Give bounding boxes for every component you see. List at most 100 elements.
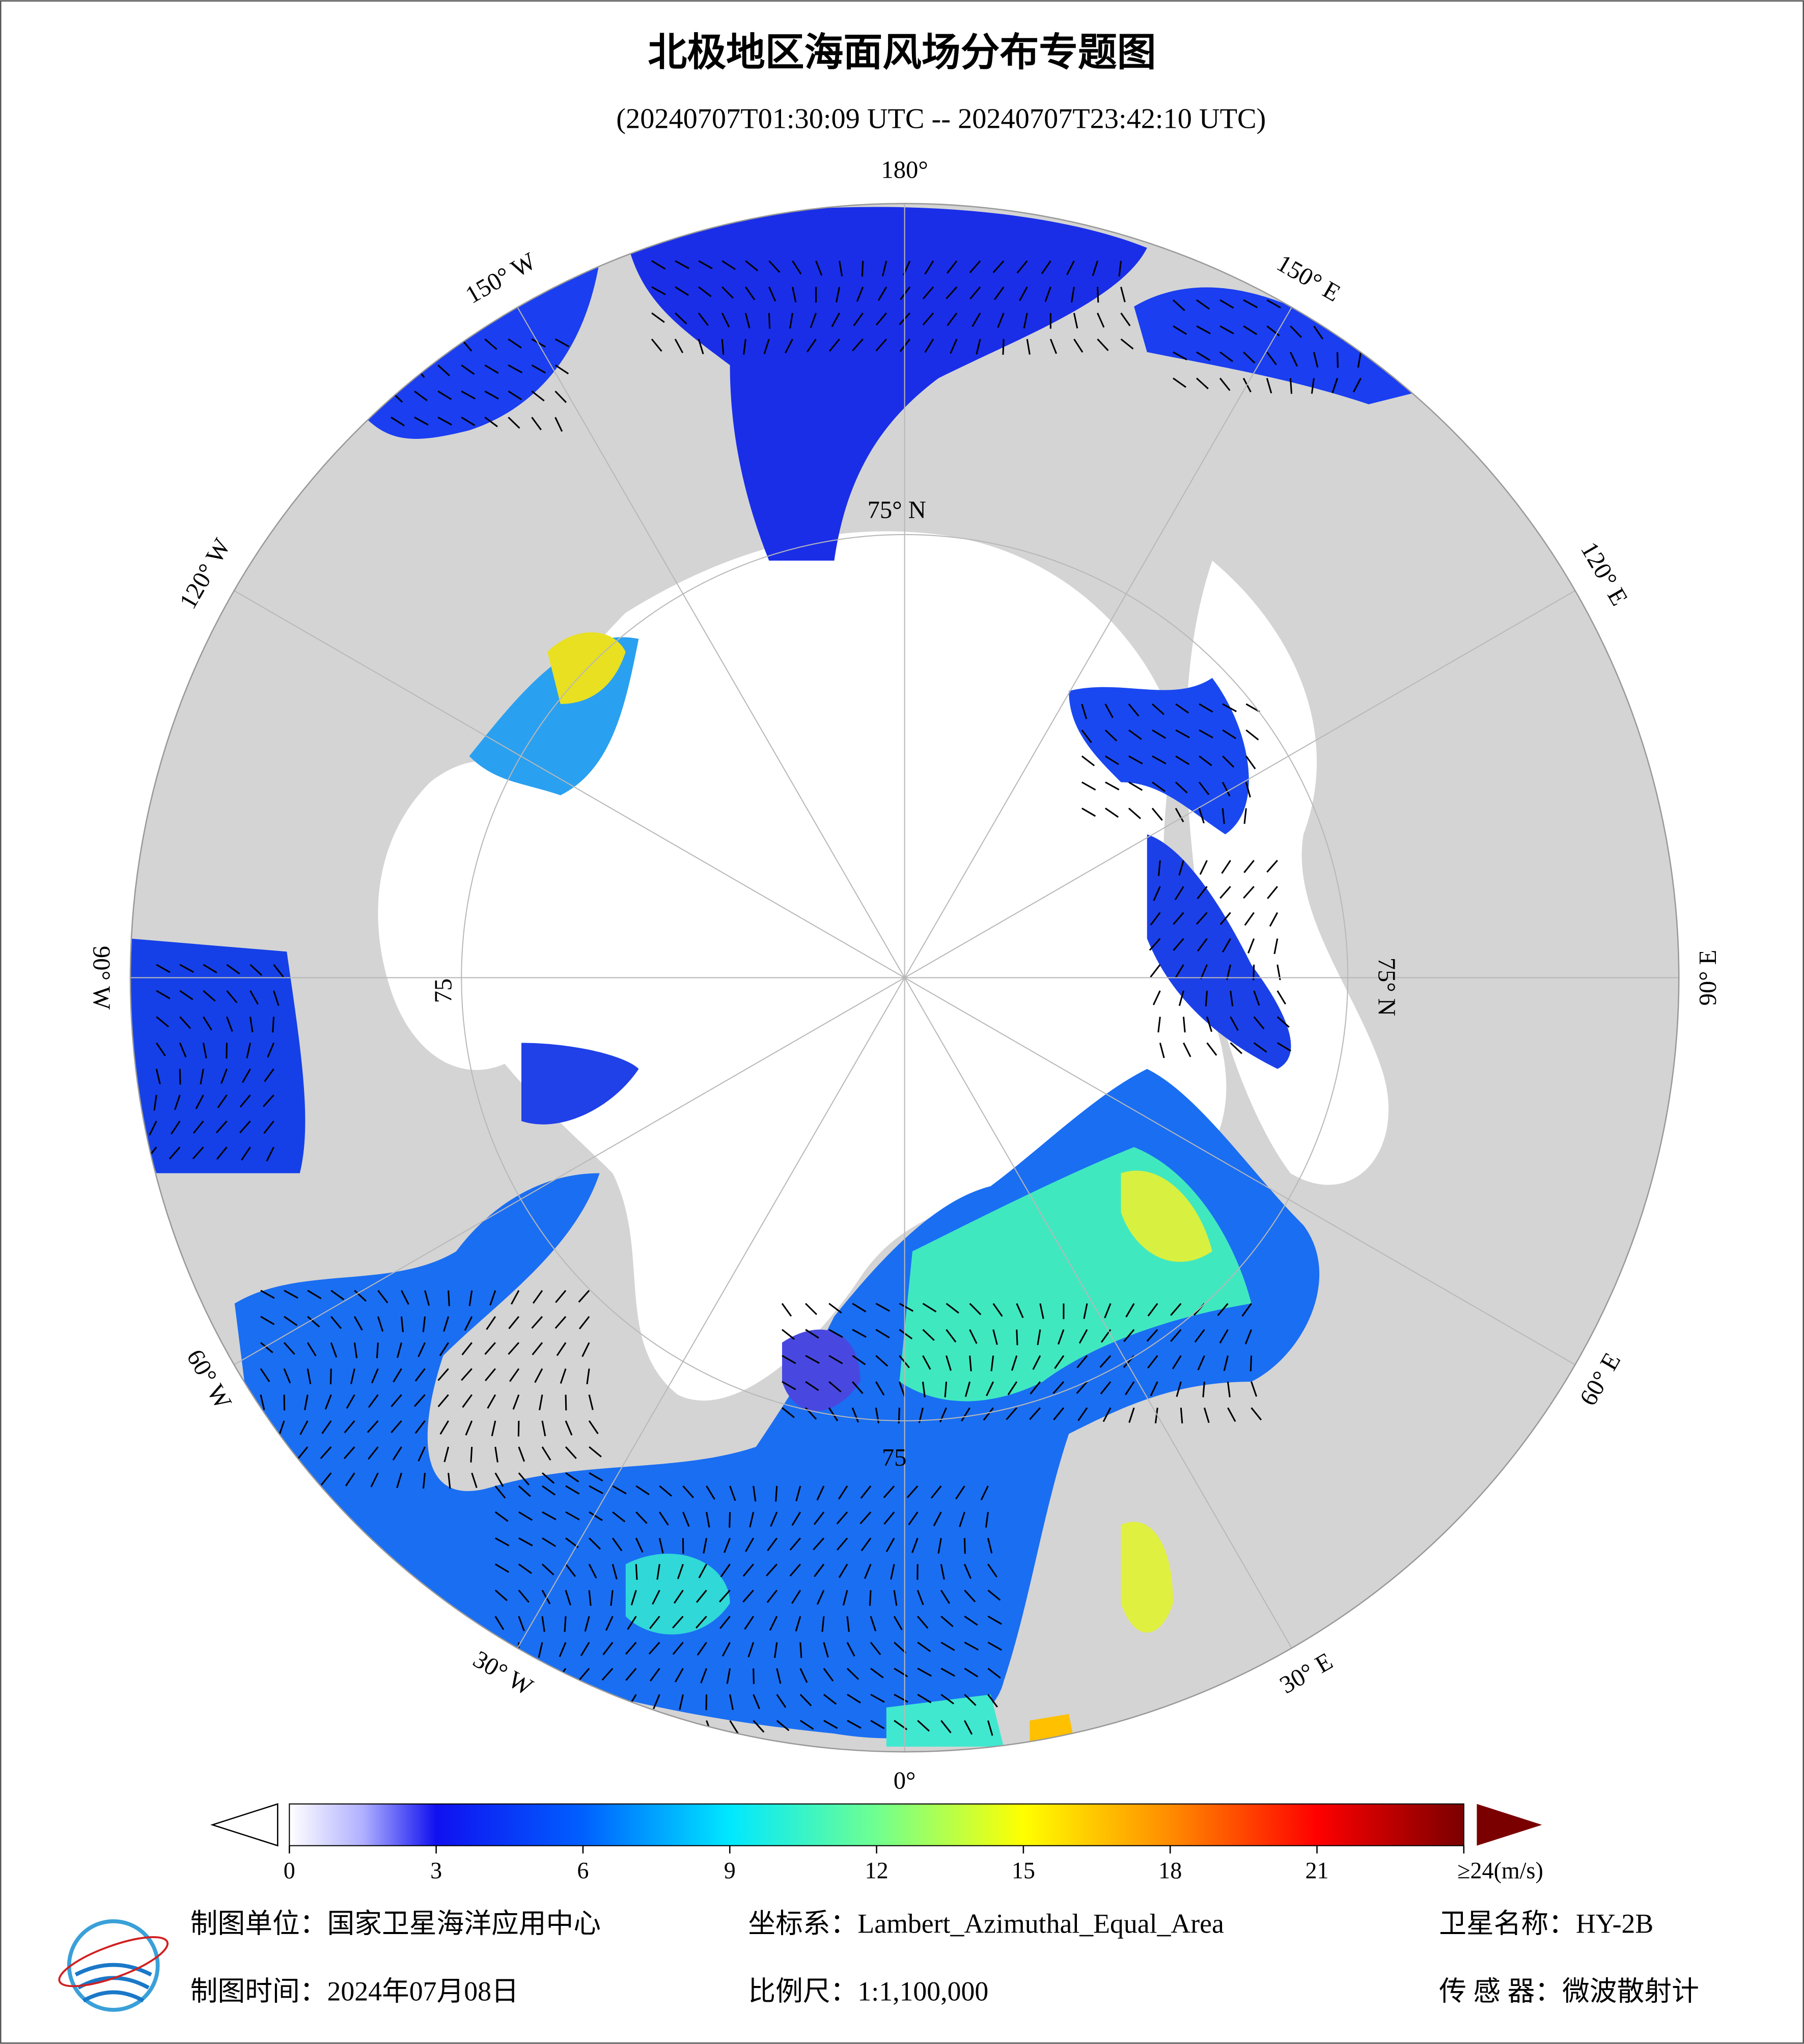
wind-arrow xyxy=(1081,755,1095,767)
wind-arrow xyxy=(1016,260,1028,274)
wind-arrow xyxy=(635,1537,644,1553)
wind-arrow xyxy=(1253,1016,1265,1029)
wind-arrow xyxy=(828,1303,842,1314)
wind-arrow xyxy=(856,287,864,302)
wind-arrow xyxy=(1078,1329,1088,1344)
wind-arrow xyxy=(724,1537,731,1553)
wind-arrow xyxy=(893,1590,898,1606)
wind-arrow xyxy=(955,1486,965,1500)
wind-arrow xyxy=(414,416,429,426)
wind-arrow xyxy=(307,1315,320,1328)
wind-arrow xyxy=(518,1511,533,1521)
wind-arrow xyxy=(510,1290,520,1305)
wind-arrow xyxy=(1199,860,1208,875)
wind-arrow xyxy=(720,1563,731,1578)
wind-field xyxy=(1069,678,1249,834)
wind-arrow xyxy=(377,1290,388,1304)
wind-arrow xyxy=(588,1394,594,1410)
wind-arrow xyxy=(418,1446,426,1462)
wind-arrow xyxy=(1227,1407,1236,1422)
wind-arrow xyxy=(870,1720,885,1729)
wind-arrow xyxy=(1123,1329,1135,1342)
wind-arrow xyxy=(512,1394,520,1410)
wind-arrow xyxy=(565,1472,579,1482)
wind-arrow xyxy=(377,1316,384,1332)
wind-arrow xyxy=(1219,299,1234,309)
wind-arrow xyxy=(682,1511,690,1527)
wind-arrow xyxy=(805,1329,819,1339)
wind-arrow xyxy=(799,1668,808,1683)
footer-date: 制图时间：2024年07月08日 xyxy=(190,1976,519,2007)
wind-arrow xyxy=(226,990,238,1003)
wind-arrow xyxy=(392,1446,402,1461)
wind-arrow xyxy=(1245,703,1260,713)
meridian xyxy=(904,307,1292,978)
wind-arrow xyxy=(828,1407,839,1421)
wind-arrow xyxy=(1230,990,1234,1006)
wind-arrow xyxy=(1352,378,1362,393)
wind-arrow xyxy=(241,1146,251,1161)
wind-arrow xyxy=(963,1563,972,1579)
wind-arrow xyxy=(964,1694,977,1706)
wind-arrow xyxy=(1081,704,1088,719)
subtitle: (20240707T01:30:09 UTC -- 20240707T23:42… xyxy=(616,103,1266,134)
footer-satellite: 卫星名称：HY-2B xyxy=(1439,1908,1653,1939)
wind-arrow xyxy=(861,1537,872,1551)
wind-arrow xyxy=(894,1641,906,1654)
wind-arrow xyxy=(345,1472,355,1487)
wind-field xyxy=(1121,1170,1212,1262)
wind-arrow xyxy=(674,339,684,353)
wind-arrow xyxy=(541,1472,555,1484)
wind-arrow xyxy=(263,1094,274,1107)
latitude-label: 75° N xyxy=(868,496,926,524)
wind-arrow xyxy=(742,1589,754,1603)
wind-arrow xyxy=(1146,1329,1158,1342)
wind-arrow xyxy=(1276,1016,1290,1028)
wind-arrow xyxy=(651,260,666,270)
wind-arrow xyxy=(246,1043,252,1058)
wind-arrow xyxy=(330,1290,345,1301)
wind-arrow xyxy=(1289,378,1293,394)
wind-arrow xyxy=(1128,807,1142,820)
wind-arrow xyxy=(799,1694,812,1706)
wind-arrow xyxy=(695,1615,707,1629)
wind-arrow xyxy=(1247,938,1255,954)
wind-arrow xyxy=(696,1589,707,1603)
wind-arrow xyxy=(1152,990,1161,1005)
wind-arrow xyxy=(946,286,958,299)
wind-arrow xyxy=(990,1355,994,1371)
colorbar-tick-label: 12 xyxy=(865,1858,889,1884)
wind-arrow xyxy=(1197,1355,1205,1370)
wind-arrow xyxy=(534,1368,543,1383)
wind-arrow xyxy=(149,1121,157,1136)
wind-arrow xyxy=(1076,1355,1088,1368)
wind-arrow xyxy=(1120,338,1134,350)
wind-arrow xyxy=(1097,339,1109,351)
longitude-label: 180° xyxy=(881,156,928,184)
wind-arrow xyxy=(464,1316,473,1331)
wind-arrow xyxy=(792,260,802,275)
wind-arrow xyxy=(179,1042,187,1058)
wind-arrow xyxy=(1152,781,1165,792)
wind-arrow xyxy=(1200,964,1208,979)
wind-arrow xyxy=(249,964,263,976)
wind-arrow xyxy=(508,338,522,349)
wind-arrow xyxy=(635,1485,650,1496)
wind-arrow xyxy=(917,1641,931,1653)
latitude-label: 75 xyxy=(430,978,457,1003)
wind-arrow xyxy=(542,1511,557,1521)
wind-arrow xyxy=(393,1368,402,1383)
wind-arrow xyxy=(875,339,887,352)
wind-arrow xyxy=(1174,886,1184,901)
wind-arrow xyxy=(959,1511,965,1527)
wind-arrow xyxy=(1180,1408,1183,1423)
wind-arrow xyxy=(1222,729,1236,739)
wind-arrow xyxy=(1266,299,1281,309)
wind-arrow xyxy=(1230,1016,1239,1031)
wind-arrow xyxy=(1154,1408,1158,1423)
wind-arrow xyxy=(815,260,823,276)
wind-arrow xyxy=(823,1720,838,1729)
wind-arrow xyxy=(486,1316,496,1330)
wind-arrow xyxy=(1128,1407,1135,1423)
wind-arrow xyxy=(1128,703,1140,717)
